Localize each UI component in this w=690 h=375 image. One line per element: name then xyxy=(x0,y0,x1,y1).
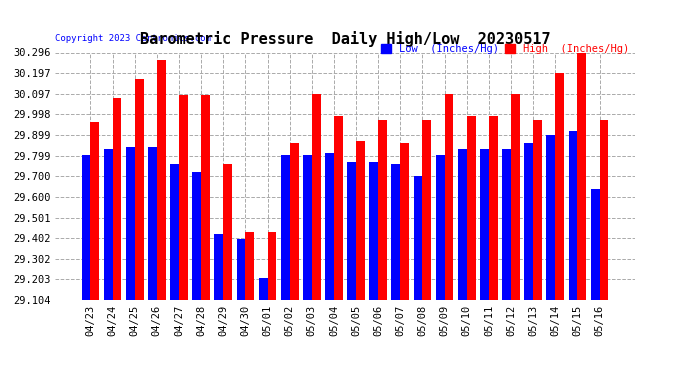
Bar xyxy=(378,120,387,300)
Bar xyxy=(246,232,254,300)
Bar xyxy=(600,120,609,300)
Bar xyxy=(81,156,90,300)
Bar xyxy=(334,116,343,300)
Legend: Low  (Inches/Hg), High  (Inches/Hg): Low (Inches/Hg), High (Inches/Hg) xyxy=(381,44,629,54)
Bar xyxy=(578,53,586,300)
Bar xyxy=(569,130,578,300)
Bar xyxy=(533,120,542,300)
Bar xyxy=(391,164,400,300)
Text: Copyright 2023 Cartronics.com: Copyright 2023 Cartronics.com xyxy=(55,34,211,43)
Bar xyxy=(369,162,378,300)
Bar xyxy=(444,94,453,300)
Bar xyxy=(90,122,99,300)
Bar xyxy=(104,149,112,300)
Bar xyxy=(126,147,135,300)
Bar xyxy=(179,95,188,300)
Bar xyxy=(356,141,365,300)
Bar xyxy=(193,172,201,300)
Bar xyxy=(347,162,356,300)
Bar xyxy=(480,149,489,300)
Bar xyxy=(215,234,224,300)
Bar xyxy=(511,94,520,300)
Bar xyxy=(237,238,246,300)
Bar xyxy=(413,176,422,300)
Bar xyxy=(170,164,179,300)
Bar xyxy=(259,278,268,300)
Bar xyxy=(303,156,312,300)
Bar xyxy=(466,116,475,300)
Bar xyxy=(524,143,533,300)
Bar xyxy=(268,232,277,300)
Bar xyxy=(112,98,121,300)
Bar xyxy=(502,149,511,300)
Bar xyxy=(400,143,409,300)
Bar xyxy=(281,156,290,300)
Bar xyxy=(325,153,334,300)
Bar xyxy=(201,95,210,300)
Bar xyxy=(436,156,444,300)
Bar xyxy=(555,73,564,300)
Bar xyxy=(458,149,466,300)
Bar xyxy=(422,120,431,300)
Bar xyxy=(224,164,232,300)
Bar xyxy=(591,189,600,300)
Bar xyxy=(312,94,321,300)
Bar xyxy=(157,60,166,300)
Title: Barometric Pressure  Daily High/Low  20230517: Barometric Pressure Daily High/Low 20230… xyxy=(139,31,551,47)
Bar xyxy=(148,147,157,300)
Bar xyxy=(546,135,555,300)
Bar xyxy=(135,79,144,300)
Bar xyxy=(489,116,497,300)
Bar xyxy=(290,143,299,300)
